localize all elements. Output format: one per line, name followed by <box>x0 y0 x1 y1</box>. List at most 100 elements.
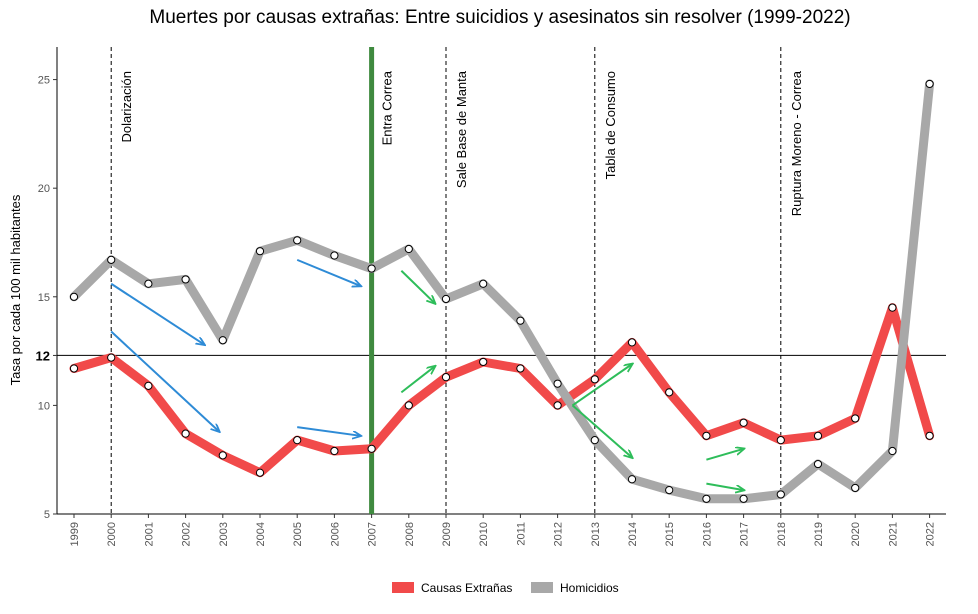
data-point <box>367 264 376 273</box>
data-point <box>479 357 488 367</box>
x-tick-label: 2022 <box>925 522 937 546</box>
data-point <box>69 292 79 301</box>
event-label: Sale Base de Manta <box>454 70 469 188</box>
trend-arrow <box>706 449 743 461</box>
x-tick-label: 2011 <box>515 522 527 546</box>
x-tick-label: 2013 <box>590 522 602 546</box>
series-lines <box>69 79 935 504</box>
event-label: Tabla de Consumo <box>603 71 618 179</box>
series-points <box>69 79 934 503</box>
trend-arrow <box>571 404 632 457</box>
event-label: Ruptura Moreno - Correa <box>789 70 804 216</box>
event-label: Dolarización <box>119 71 134 143</box>
x-tick-label: 1999 <box>69 522 81 546</box>
chart-title: Muertes por causas extrañas: Entre suici… <box>149 7 850 28</box>
x-tick-label: 2002 <box>181 522 193 546</box>
x-tick-label: 2004 <box>255 522 267 546</box>
data-point <box>479 279 488 288</box>
x-tick-label: 2003 <box>218 522 230 546</box>
x-tick-label: 2000 <box>106 522 118 546</box>
x-tick-label: 2001 <box>143 522 155 546</box>
data-point <box>590 375 599 384</box>
legend: Causas Extrañas Homicidios <box>392 581 619 595</box>
data-point <box>925 79 934 89</box>
y-tick-label: 5 <box>44 509 50 521</box>
data-point <box>739 494 748 503</box>
data-point <box>107 353 116 362</box>
data-point <box>144 279 153 288</box>
event-label: Entra Correa <box>380 70 395 145</box>
axes: 5 10 15 20 25 12 1999 2000 2001 2002 2003 2004 2005 2… <box>36 47 946 546</box>
trend-arrows <box>110 258 743 491</box>
data-point <box>553 379 562 388</box>
reference-line-label: 12 <box>36 348 50 363</box>
data-point <box>107 255 116 264</box>
legend-swatch-homicidios <box>531 582 553 593</box>
data-point <box>776 436 785 445</box>
x-tick-label: 2017 <box>739 522 751 546</box>
x-tick-label: 2006 <box>329 522 341 546</box>
data-point <box>404 401 413 410</box>
series-line-1 <box>69 79 935 504</box>
data-point <box>888 303 897 312</box>
data-point <box>255 468 265 477</box>
data-point <box>255 247 265 256</box>
trend-arrow <box>400 270 434 304</box>
trend-arrow <box>571 364 632 407</box>
data-point <box>516 364 525 373</box>
series-line-0 <box>69 303 935 478</box>
x-tick-label: 2010 <box>478 522 490 546</box>
x-tick-label: 2009 <box>441 522 453 546</box>
y-tick-label: 10 <box>38 400 50 412</box>
data-point <box>739 418 748 427</box>
data-point <box>181 275 190 284</box>
y-tick-label: 15 <box>38 292 50 304</box>
x-tick-label: 2016 <box>701 522 713 546</box>
data-point <box>516 316 525 325</box>
data-point <box>441 373 451 382</box>
data-point <box>925 431 934 440</box>
data-point <box>590 436 599 445</box>
trend-arrow <box>297 426 360 436</box>
legend-label-homicidios: Homicidios <box>560 581 619 595</box>
data-point <box>627 338 637 347</box>
y-tick-label: 25 <box>38 75 50 87</box>
x-tick-label: 2012 <box>553 522 565 546</box>
data-point <box>665 388 674 397</box>
data-point <box>441 294 451 304</box>
data-point <box>813 459 823 469</box>
legend-label-causas-extranas: Causas Extrañas <box>421 581 512 595</box>
data-point <box>665 486 674 495</box>
x-tick-label: 2020 <box>850 522 862 546</box>
data-point <box>218 451 227 460</box>
data-point <box>813 431 823 440</box>
data-point <box>293 236 302 245</box>
data-point <box>367 444 376 453</box>
data-point <box>627 475 637 484</box>
event-markers: Dolarización Entra Correa Sale Base de Man… <box>110 47 804 514</box>
x-tick-label: 2021 <box>887 522 899 546</box>
trend-arrow <box>110 282 204 345</box>
data-point <box>330 446 339 456</box>
data-point <box>702 494 711 503</box>
x-tick-label: 2007 <box>367 522 379 546</box>
data-point <box>888 446 897 456</box>
data-point <box>702 431 711 440</box>
data-point <box>851 414 860 423</box>
legend-swatch-causas-extranas <box>392 582 414 593</box>
data-point <box>69 364 79 373</box>
y-axis-label: Tasa por cada 100 mil habitantes <box>8 194 23 385</box>
x-tick-label: 2008 <box>404 522 416 546</box>
trend-arrow <box>296 258 360 286</box>
data-point <box>293 436 302 445</box>
trend-arrow <box>706 482 743 491</box>
trend-arrow <box>110 330 219 432</box>
trend-arrow <box>400 366 434 394</box>
x-tick-label: 2019 <box>813 522 825 546</box>
x-tick-label: 2015 <box>664 522 676 546</box>
data-point <box>218 336 227 345</box>
data-point <box>851 483 860 493</box>
x-tick-label: 2018 <box>776 522 788 546</box>
data-point <box>330 251 339 260</box>
